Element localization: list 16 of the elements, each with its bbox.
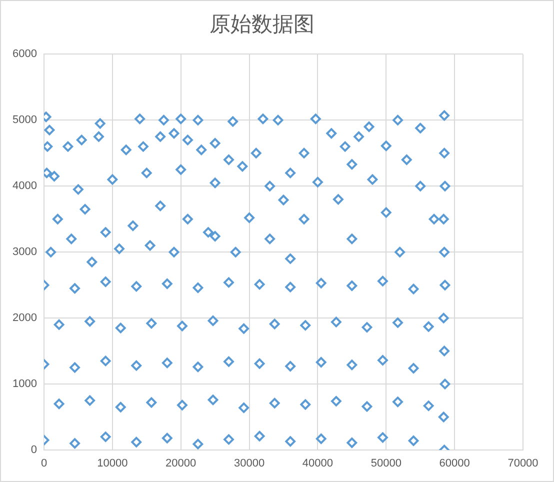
x-tick-label: 70000 <box>508 458 538 470</box>
x-tick-label: 20000 <box>166 458 196 470</box>
x-tick-label: 50000 <box>370 458 402 470</box>
y-tick-label: 5000 <box>12 114 37 126</box>
x-tick-label: 30000 <box>234 458 265 470</box>
y-tick-label: 0 <box>30 444 37 456</box>
x-tick-label: 0 <box>40 458 48 470</box>
x-tick-label: 10000 <box>97 458 128 470</box>
x-tick-label: 40000 <box>302 458 334 470</box>
chart-title: 原始数据图 <box>210 12 314 36</box>
y-tick-label: 4000 <box>12 180 37 192</box>
y-tick-label: 1000 <box>12 378 37 390</box>
y-tick-label: 6000 <box>12 48 37 60</box>
x-tick-label: 60000 <box>439 458 470 470</box>
y-tick-label: 3000 <box>12 246 37 258</box>
y-tick-label: 2000 <box>12 312 37 324</box>
